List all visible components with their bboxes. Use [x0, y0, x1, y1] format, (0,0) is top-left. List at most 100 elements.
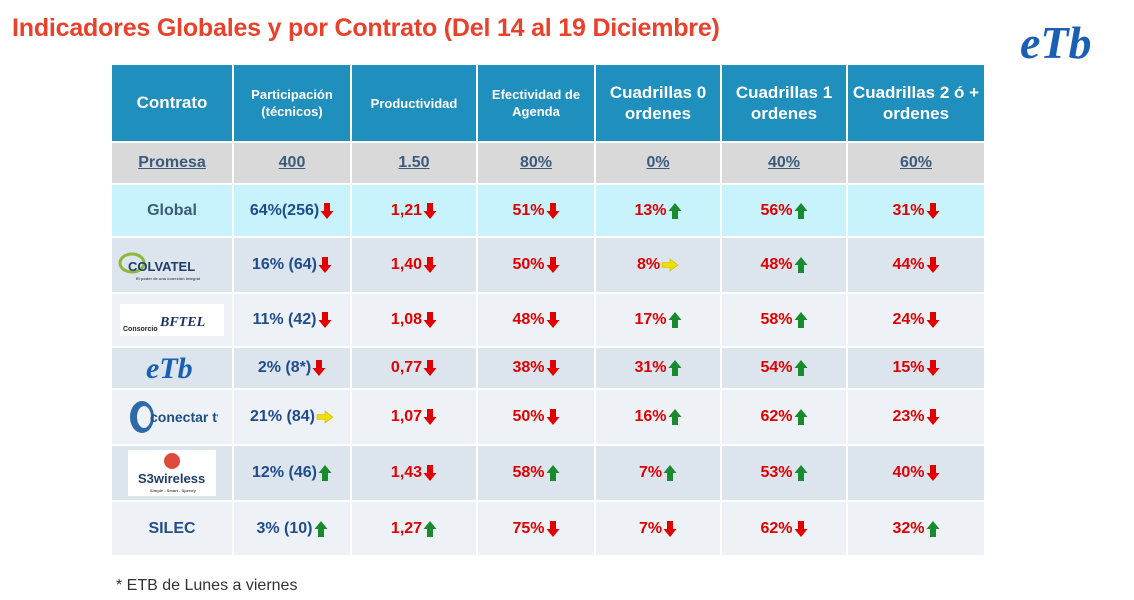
s3wireless-logo-subtext: Simple - Smart - Speedy [150, 488, 197, 493]
metric-value-text: 0,77 [390, 359, 423, 376]
arrow-down-icon [318, 257, 332, 273]
metric-value-text: 38% [512, 359, 545, 376]
metric-cell: 64%(256) [232, 183, 352, 238]
metric-value-text: 62% [760, 408, 793, 425]
s3wireless-logo-text: S3wireless [138, 471, 205, 486]
promesa-productividad: 1.50 [350, 141, 478, 185]
metric-value: 12% (46) [252, 464, 332, 482]
metric-value: 58% [512, 464, 560, 482]
promesa-cuadrillas-1: 40% [720, 141, 848, 185]
metric-value: 23% [892, 408, 940, 426]
metric-value: 48% [512, 311, 560, 329]
indicators-table: Contrato Participación (técnicos) Produc… [110, 63, 986, 557]
colvatel-logo-text: COLVATEL [128, 259, 195, 274]
metric-cell: 13% [594, 183, 722, 238]
metric-value: 1,40 [391, 256, 437, 274]
metric-cell: 40% [846, 444, 986, 502]
metric-value: 64%(256) [250, 202, 334, 220]
arrow-down-icon [423, 202, 437, 219]
metric-value: 31% [634, 359, 682, 377]
metric-cell: 58% [720, 292, 848, 348]
metric-cell: 1,43 [350, 444, 478, 502]
metric-value: 11% (42) [252, 311, 332, 329]
metric-value: 50% [512, 256, 560, 274]
arrow-down-icon [546, 257, 560, 273]
conectar-tv-logo: conectar tv [130, 401, 218, 433]
colvatel-swoosh [118, 252, 146, 274]
metric-cell: 12% (46) [232, 444, 352, 502]
header-contrato: Contrato [110, 63, 234, 143]
metric-value: 2% (8*) [258, 359, 326, 377]
metric-cell: 1,07 [350, 388, 478, 446]
s3wireless-emblem [164, 453, 180, 469]
metric-cell: 1,21 [350, 183, 478, 238]
metric-value-text: 16% [634, 408, 667, 425]
metric-value-text: 1,43 [390, 464, 423, 481]
arrow-up-icon [546, 465, 560, 481]
metric-cell: 48% [476, 292, 596, 348]
header-participacion: Participación (técnicos) [232, 63, 352, 143]
arrow-down-icon [423, 312, 437, 328]
metric-value: 48% [760, 256, 808, 274]
table-row: eTb 2% (8*) 0,77 38% 31% 54% 15% [110, 346, 986, 390]
contract-cell: S3wireless Simple - Smart - Speedy [110, 444, 234, 502]
metric-cell: 15% [846, 346, 986, 390]
arrow-down-icon [926, 257, 940, 273]
metric-value-text: 2% (8*) [257, 359, 312, 376]
metric-value-text: 50% [512, 256, 545, 273]
metric-value-text: 1,40 [390, 256, 423, 273]
metric-value-text: 13% [634, 201, 667, 219]
metric-value: 24% [892, 311, 940, 329]
arrow-down-icon [926, 202, 940, 219]
metric-value: 51% [512, 202, 560, 220]
arrow-up-icon [668, 202, 682, 219]
metric-cell: 11% (42) [232, 292, 352, 348]
promesa-label: Promesa [110, 141, 234, 185]
metric-value: 62% [760, 408, 808, 426]
arrow-down-icon [423, 257, 437, 273]
metric-cell: 54% [720, 346, 848, 390]
metric-cell: 56% [720, 183, 848, 238]
metric-cell: 3% (10) [232, 500, 352, 557]
metric-cell: 31% [846, 183, 986, 238]
metric-value: 21% (84) [250, 408, 334, 426]
table-row: conectar tv 21% (84) 1,07 50% 16% 62% 23% [110, 388, 986, 446]
metric-value-text: 1,07 [390, 408, 423, 425]
arrow-down-icon [546, 520, 560, 537]
arrow-down-icon [926, 312, 940, 328]
metric-value: 56% [760, 202, 808, 220]
header-cuadrillas-1: Cuadrillas 1 ordenes [720, 63, 848, 143]
metric-cell: 7% [594, 444, 722, 502]
arrow-up-icon [794, 202, 808, 219]
metric-cell: 1,27 [350, 500, 478, 557]
metric-value: 50% [512, 408, 560, 426]
metric-value-text: 32% [892, 519, 925, 537]
metric-value-text: 48% [512, 311, 545, 328]
header-cuadrillas-2: Cuadrillas 2 ó + ordenes [846, 63, 986, 143]
etb-row-logo-text: eTb [146, 352, 193, 385]
arrow-up-icon [663, 465, 677, 481]
bftel-logo-text: BFTEL [159, 315, 205, 330]
metric-value-text: 1,08 [390, 311, 423, 328]
metric-value-text: 40% [892, 464, 925, 481]
metric-value: 17% [634, 311, 682, 329]
metric-value: 32% [892, 519, 940, 538]
metric-cell: 31% [594, 346, 722, 390]
etb-logo: eTb [1020, 17, 1092, 68]
arrow-up-icon [668, 360, 682, 376]
arrow-right-icon [316, 410, 334, 424]
metric-value: 13% [634, 201, 682, 220]
table-row: Consorcio BFTEL 11% (42) 1,08 48% 17% 58% 24% [110, 292, 986, 348]
metric-value-text: 58% [512, 464, 545, 481]
metric-value: 58% [760, 311, 808, 329]
contract-name: Global [147, 201, 197, 219]
metric-value-text: 48% [760, 256, 793, 273]
arrow-down-icon [663, 520, 677, 537]
etb-logo-text: eTb [1020, 17, 1092, 68]
page-title: Indicadores Globales y por Contrato (Del… [12, 14, 720, 42]
metric-cell: 51% [476, 183, 596, 238]
contract-cell: Consorcio BFTEL [110, 292, 234, 348]
metric-value: 16% (64) [252, 256, 332, 274]
arrow-down-icon [423, 360, 437, 376]
arrow-down-icon [926, 409, 940, 425]
